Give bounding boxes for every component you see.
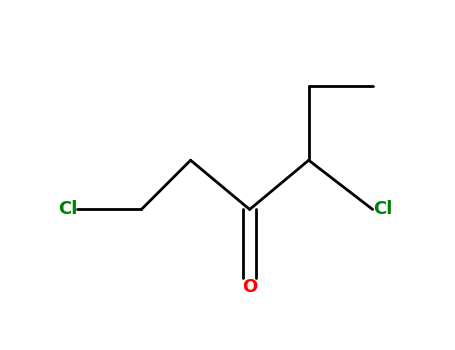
Text: Cl: Cl [373, 201, 392, 218]
Text: O: O [242, 278, 257, 296]
Text: Cl: Cl [58, 201, 77, 218]
